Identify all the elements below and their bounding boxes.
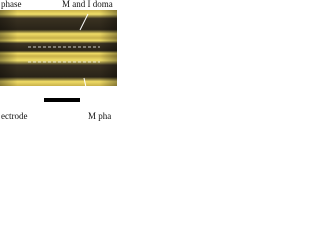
vignette: [0, 10, 117, 86]
label: M pha: [88, 111, 111, 121]
lower-panel: [0, 86, 117, 124]
scale-bar: [44, 98, 80, 102]
label: ectrode: [1, 111, 27, 121]
arrow: [79, 13, 89, 31]
arrow: [83, 77, 91, 107]
label: phase: [1, 0, 22, 9]
micrograph-figure: phase M and I doma ectrode M pha: [0, 0, 117, 124]
upper-panel: [0, 0, 117, 10]
page: phase M and I doma ectrode M pha (() => …: [0, 0, 117, 124]
label: M and I doma: [62, 0, 113, 9]
